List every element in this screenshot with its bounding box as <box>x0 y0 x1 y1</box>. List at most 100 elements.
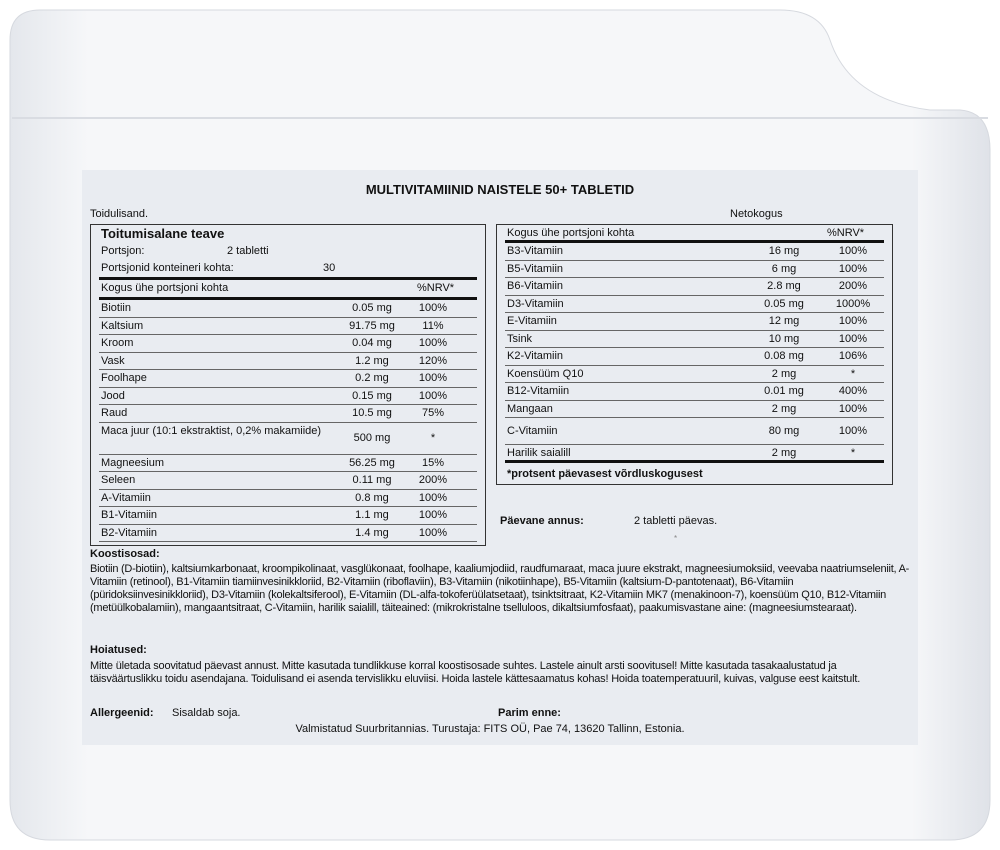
nutrient-row: Kroom 0.04 mg 100% <box>99 335 477 353</box>
product-title: MULTIVITAMIINID NAISTELE 50+ TABLETID <box>365 182 635 197</box>
nutrient-row: Seleen 0.11 mg 200% <box>99 472 477 490</box>
nutrient-row: Biotiin 0.05 mg 100% <box>99 300 477 318</box>
nutrient-nrv: 400% <box>838 385 868 397</box>
nutrient-nrv: 100% <box>418 509 448 521</box>
nutrient-name: Jood <box>101 389 125 402</box>
nutrient-row: B5-Vitamiin 6 mg 100% <box>505 261 884 278</box>
nutrient-amount: 2 mg <box>771 367 797 380</box>
nutrient-row: Mangaan 2 mg 100% <box>505 401 884 418</box>
daily-dose-value: 2 tabletti päevas. <box>634 515 718 527</box>
nutrient-nrv: 100% <box>418 372 448 384</box>
nutrient-nrv: 200% <box>838 280 868 292</box>
col-header: Kogus ühe portsjoni kohta <box>101 282 229 294</box>
nutrition-table-right: Kogus ühe portsjoni kohta %NRV* B3-Vitami… <box>496 224 893 485</box>
nutrient-name: D3-Vitamiin <box>507 297 564 310</box>
nutrient-nrv: 15% <box>421 456 445 469</box>
nutrient-amount: 0.08 mg <box>764 350 804 362</box>
servings-value: 30 <box>323 262 336 274</box>
nutrient-row: Koensüüm Q10 2 mg * <box>505 366 884 383</box>
nutrient-name: C-Vitamiin <box>507 424 558 437</box>
nrv-header: %NRV* <box>417 282 455 294</box>
nutrient-amount: 2.8 mg <box>767 280 801 292</box>
col-header: Kogus ühe portsjoni kohta <box>507 227 635 239</box>
nutrient-amount: 12 mg <box>768 315 800 327</box>
nutrient-nrv: * <box>850 447 856 459</box>
daily-dose-label: Päevane annus: <box>500 515 584 527</box>
nutrient-name: Seleen <box>101 474 136 486</box>
nutrient-amount: 1.4 mg <box>355 526 389 539</box>
nrv-header: %NRV* <box>827 227 865 239</box>
nutrient-name: A-Vitamiin <box>101 491 151 504</box>
supplement-label: Toidulisand. <box>90 208 149 220</box>
nutrient-amount: 0.2 mg <box>355 372 389 384</box>
serving-label: Portsjon: <box>101 245 145 257</box>
ingredients-text: Biotiin (D-biotiin), kaltsiumkarbonaat, … <box>90 563 910 614</box>
nutrient-amount: 1.2 mg <box>355 354 389 367</box>
net-quantity-label: Netokogus <box>730 208 783 220</box>
nutrient-amount: 80 mg <box>768 424 800 437</box>
nutrient-name: Harilik saialill <box>507 447 571 459</box>
nutrient-nrv: 100% <box>418 389 448 402</box>
nutrient-nrv: 100% <box>838 424 868 437</box>
product-label: MULTIVITAMIINID NAISTELE 50+ TABLETID To… <box>82 170 918 745</box>
nutrient-row: Kaltsium 91.75 mg 11% <box>99 318 477 335</box>
nutrient-row: K2-Vitamiin 0.08 mg 106% <box>505 348 884 366</box>
warnings-text: Mitte ületada soovitatud päevast annust.… <box>90 660 861 685</box>
nutrient-nrv: 100% <box>838 402 868 415</box>
nutrient-row: D3-Vitamiin 0.05 mg 1000% <box>505 296 884 313</box>
nutrient-row: Raud 10.5 mg 75% <box>99 405 477 423</box>
nutrient-amount: 2 mg <box>771 447 797 459</box>
nutrient-name: Foolhape <box>101 372 147 384</box>
nutrient-nrv: * <box>850 367 856 380</box>
nutrient-nrv: 100% <box>838 262 868 275</box>
nutrition-heading: Toitumisalane teave <box>101 226 225 241</box>
nutrient-name: B1-Vitamiin <box>101 509 158 521</box>
warnings-heading: Hoiatused: <box>90 644 147 656</box>
nutrient-amount: 0.01 mg <box>764 385 804 397</box>
nutrient-nrv: 100% <box>838 315 868 327</box>
nutrient-amount: 500 mg <box>353 431 391 444</box>
serving-value: 2 tabletti <box>227 245 269 257</box>
nutrient-amount: 0.05 mg <box>352 302 392 314</box>
nutrient-amount: 0.11 mg <box>352 474 392 486</box>
nutrient-nrv: 200% <box>418 474 448 486</box>
nutrient-nrv: 100% <box>418 526 448 539</box>
nutrient-row: Magneesium 56.25 mg 15% <box>99 455 477 472</box>
nutrient-row: Jood 0.15 mg 100% <box>99 388 477 405</box>
nutrient-row: B3-Vitamiin 16 mg 100% <box>505 243 884 261</box>
nutrient-name: E-Vitamiin <box>507 315 557 327</box>
nutrient-nrv: * <box>430 431 436 444</box>
nutrient-name: B5-Vitamiin <box>507 262 564 275</box>
nutrient-name: B6-Vitamiin <box>507 280 564 292</box>
nutrient-name: Kaltsium <box>101 319 144 332</box>
nutrient-name: Biotiin <box>101 302 131 314</box>
nutrient-amount: 0.8 mg <box>355 491 389 504</box>
nutrient-nrv: 120% <box>418 354 448 367</box>
nutrient-nrv: 1000% <box>835 297 871 310</box>
nutrient-amount: 16 mg <box>768 245 800 257</box>
nutrient-name: B3-Vitamiin <box>507 245 564 257</box>
nutrient-amount: 10.5 mg <box>352 407 392 419</box>
nutrient-row: Vask 1.2 mg 120% <box>99 353 477 370</box>
best-before-label: Parim enne: <box>498 707 561 719</box>
nutrient-name: Kroom <box>101 337 134 349</box>
nutrient-name: K2-Vitamiin <box>507 350 564 362</box>
nutrient-name: Maca juur (10:1 ekstraktist, 0,2% makami… <box>101 424 322 437</box>
nutrient-amount: 2 mg <box>771 402 797 415</box>
nutrient-name: Mangaan <box>507 402 553 415</box>
nutrient-name: B12-Vitamiin <box>507 385 570 397</box>
nutrient-nrv: 100% <box>418 337 448 349</box>
nutrient-row: Maca juur (10:1 ekstraktist, 0,2% makami… <box>99 423 477 455</box>
nutrient-nrv: 100% <box>838 245 868 257</box>
nutrient-row: Tsink 10 mg 100% <box>505 331 884 348</box>
nutrient-amount: 0.05 mg <box>764 297 804 310</box>
nutrient-row: B2-Vitamiin 1.4 mg 100% <box>99 525 477 542</box>
nutrient-row: C-Vitamiin 80 mg 100% <box>505 418 884 445</box>
allergens-value: Sisaldab soja. <box>172 707 241 719</box>
nutrient-name: B2-Vitamiin <box>101 526 158 539</box>
nutrient-nrv: 106% <box>838 350 868 362</box>
daily-dose-mark: * <box>674 534 678 543</box>
nutrient-row: B12-Vitamiin 0.01 mg 400% <box>505 383 884 401</box>
nutrient-name: Magneesium <box>101 456 164 469</box>
nutrient-name: Koensüüm Q10 <box>507 367 584 380</box>
